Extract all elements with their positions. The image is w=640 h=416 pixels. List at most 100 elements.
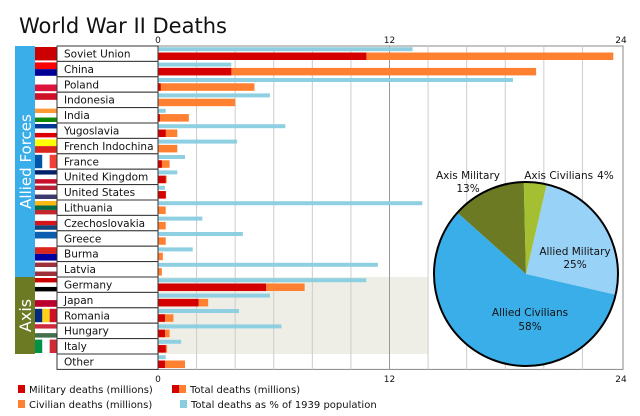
flag-stripe [35, 108, 57, 114]
flag-icon [35, 247, 57, 261]
legend-swatch [172, 385, 179, 393]
category-label: Greece [64, 233, 101, 245]
bar-total-deaths [158, 98, 236, 107]
bar-total-deaths [158, 129, 178, 137]
bar-military-deaths [158, 360, 165, 368]
bar-total-deaths [158, 237, 166, 245]
legend-item: Total deaths (millions) [172, 385, 300, 396]
pie-slice [526, 184, 618, 295]
legend-swatch [18, 400, 25, 408]
flag-stripe [35, 174, 57, 180]
flag-stripe [35, 271, 57, 276]
pie-pct-label: 25% [563, 259, 586, 271]
bar-pct-population [158, 309, 240, 313]
category-label: Indonesia [64, 95, 115, 107]
flag-stripe [35, 300, 57, 307]
flag-icon [35, 124, 57, 138]
flag-stripe [49, 308, 57, 323]
bar-military-deaths [158, 67, 232, 76]
flag-stripe [35, 339, 43, 353]
flag-icon [35, 62, 57, 76]
legend-item: Military deaths (millions) [18, 385, 153, 396]
pie-slice [457, 182, 526, 274]
flag-stripe [35, 179, 57, 184]
flag-stripe [35, 282, 57, 287]
category-label: France [64, 156, 99, 168]
flag-stripe [35, 190, 57, 195]
flag-stripe [35, 201, 57, 206]
bar-military-deaths [158, 129, 166, 137]
flag-stripe [35, 194, 57, 199]
x-tick-label-top: 24 [615, 36, 627, 46]
bar-pct-population [158, 155, 186, 159]
category-label: Burma [64, 249, 99, 261]
category-label: Romania [64, 310, 110, 322]
legend-item: Civilian deaths (millions) [18, 400, 152, 411]
pie-slice [523, 182, 547, 274]
flag-stripe [35, 308, 43, 323]
legend-swatch [180, 400, 187, 408]
bar-total-deaths [158, 160, 170, 168]
flag-stripe [42, 308, 50, 323]
bar-military-deaths [158, 160, 162, 168]
flag-stripe [35, 117, 57, 122]
bar-total-deaths [158, 221, 166, 230]
legend-label: Total deaths as % of 1939 population [190, 400, 377, 411]
bar-total-deaths [158, 314, 174, 322]
category-label: Yugoslavia [63, 126, 119, 138]
group-band-axis [15, 277, 35, 354]
category-label: Czechoslovakia [64, 218, 145, 230]
bar-military-deaths [158, 191, 166, 199]
group-label: Axis [16, 299, 35, 332]
legend-swatch [18, 385, 25, 393]
legend-label: Civilian deaths (millions) [29, 400, 152, 411]
flag-icon [35, 308, 57, 323]
flag-stripe [35, 231, 57, 239]
bar-pct-population [158, 93, 270, 98]
category-label: United Kingdom [64, 172, 148, 184]
flag-stripe [42, 154, 50, 169]
category-label: China [64, 64, 94, 76]
category-label: Poland [64, 79, 99, 91]
flag-stripe [35, 253, 57, 261]
bar-military-deaths [158, 283, 267, 291]
pie-pct-label: 58% [518, 321, 541, 333]
bar-pct-population [158, 108, 166, 113]
bar-pct-population [158, 232, 243, 236]
flag-stripe [35, 154, 43, 169]
bar-total-deaths [158, 268, 162, 276]
flag-icon [35, 293, 57, 307]
pie-label: Allied Military [539, 246, 610, 258]
flag-icon [35, 77, 57, 92]
x-tick-label-bottom: 12 [384, 375, 395, 385]
bar-military-deaths [158, 114, 160, 122]
bar-pct-population [158, 247, 193, 252]
category-label: Japan [63, 295, 93, 307]
flag-stripe [49, 339, 57, 353]
bar-pct-population [158, 185, 165, 190]
legend-swatch [179, 385, 186, 393]
bar-pct-population [158, 324, 282, 329]
category-label: United States [64, 187, 135, 199]
flag-stripe [35, 328, 57, 334]
category-label: Other [64, 357, 94, 369]
flag-stripe [35, 99, 57, 107]
bar-military-deaths [158, 329, 165, 338]
legend-item: Total deaths as % of 1939 population [180, 400, 377, 411]
flag-stripe [35, 132, 57, 138]
flag-stripe [35, 84, 57, 92]
bar-military-deaths [158, 52, 367, 60]
flag-stripe [35, 170, 57, 175]
flag-stripe [35, 324, 57, 329]
flag-stripe [35, 247, 57, 254]
flag-stripe [35, 355, 57, 369]
bar-pct-population [158, 262, 378, 267]
flag-icon [35, 355, 57, 369]
flag-stripe [35, 293, 57, 301]
bar-military-deaths [158, 314, 165, 322]
category-label: Latvia [64, 264, 96, 276]
bar-pct-population [158, 139, 238, 144]
chart-title: World War II Deaths [19, 14, 227, 38]
flag-icon [35, 278, 57, 292]
bar-total-deaths [158, 114, 189, 122]
